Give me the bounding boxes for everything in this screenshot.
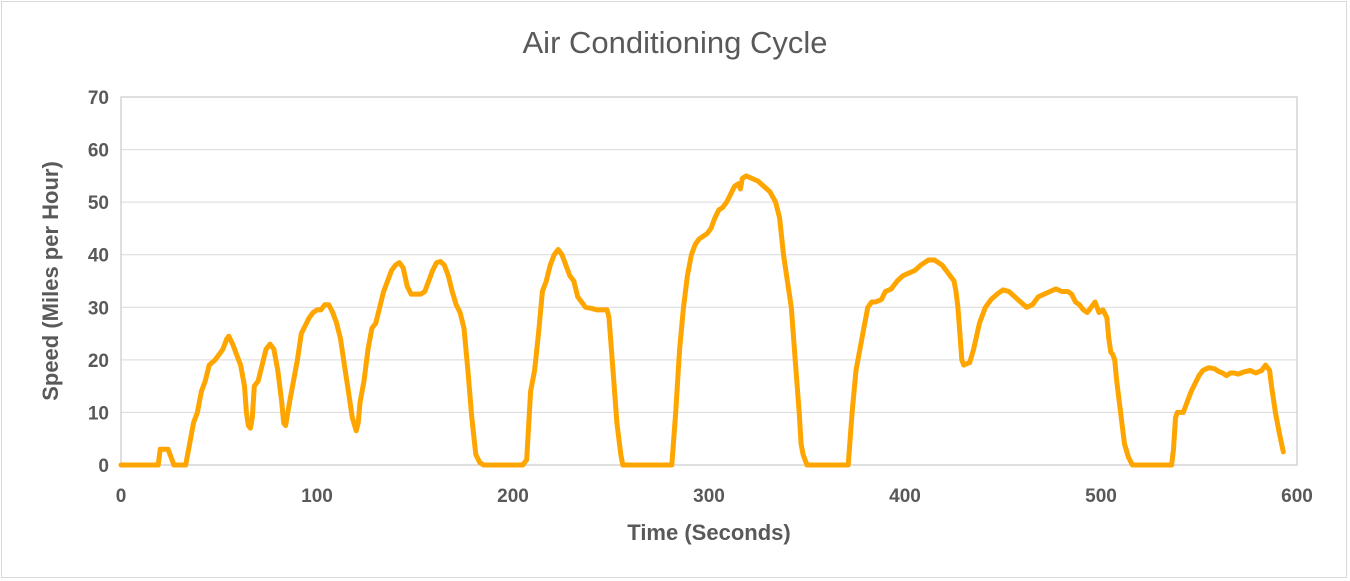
- x-tick-label: 200: [497, 486, 529, 507]
- chart-title: Air Conditioning Cycle: [523, 25, 828, 60]
- y-tick-label: 0: [98, 456, 109, 477]
- y-tick-label: 20: [88, 351, 109, 372]
- y-tick-label: 60: [88, 141, 109, 162]
- x-axis-title: Time (Seconds): [627, 520, 790, 545]
- x-axis-ticks: 0 100 200 300 400 500 600: [116, 486, 1313, 507]
- x-tick-label: 300: [693, 486, 725, 507]
- x-tick-label: 500: [1085, 486, 1117, 507]
- x-tick-label: 0: [116, 486, 127, 507]
- y-tick-label: 70: [88, 88, 109, 109]
- y-tick-label: 30: [88, 298, 109, 319]
- x-tick-label: 400: [889, 486, 921, 507]
- y-axis-ticks: 0 10 20 30 40 50 60 70: [88, 88, 109, 477]
- y-tick-label: 40: [88, 246, 109, 267]
- y-axis-title: Speed (Miles per Hour): [38, 161, 63, 401]
- y-tick-label: 50: [88, 193, 109, 214]
- speed-series-line: [118, 173, 1286, 468]
- gridlines: [121, 149, 1297, 413]
- plot-area: [120, 96, 1298, 466]
- x-tick-label: 600: [1281, 486, 1313, 507]
- x-tick-label: 100: [301, 486, 333, 507]
- y-tick-label: 10: [88, 403, 109, 424]
